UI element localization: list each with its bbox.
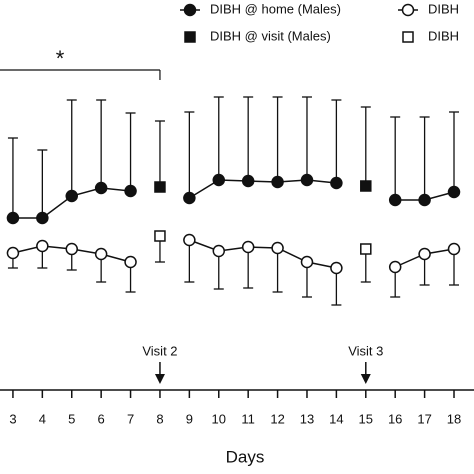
x-tick-label: 15 <box>359 411 373 426</box>
marker <box>212 173 226 187</box>
x-tick-label: 7 <box>127 411 134 426</box>
marker <box>212 244 226 258</box>
marker <box>183 191 196 205</box>
x-tick-label: 11 <box>241 411 255 426</box>
marker <box>330 261 343 275</box>
x-tick-label: 10 <box>212 411 226 426</box>
marker <box>271 241 284 255</box>
marker <box>65 242 78 256</box>
visit-label: Visit 2 <box>142 343 177 358</box>
marker <box>154 181 166 193</box>
marker <box>6 246 20 260</box>
marker <box>388 193 402 207</box>
marker <box>154 230 166 242</box>
arrow-head <box>154 374 165 384</box>
marker <box>447 185 461 199</box>
x-tick-label: 12 <box>270 411 284 426</box>
marker <box>447 242 461 256</box>
marker <box>124 255 137 269</box>
marker <box>36 211 49 225</box>
series-line <box>189 239 337 269</box>
marker <box>94 247 108 261</box>
marker <box>271 175 284 189</box>
legend-marker <box>183 3 197 17</box>
x-tick-label: 13 <box>300 411 314 426</box>
marker <box>6 211 20 225</box>
x-tick-label: 6 <box>98 411 105 426</box>
legend-label: DIBH @ home (Males) <box>210 1 341 16</box>
legend-marker <box>401 3 415 17</box>
marker <box>360 180 372 192</box>
marker <box>124 184 137 198</box>
marker <box>300 255 314 269</box>
legend-label: DIBH <box>428 1 459 16</box>
marker <box>300 173 314 187</box>
series-line <box>188 179 337 199</box>
marker <box>418 193 431 207</box>
legend-marker <box>184 31 196 43</box>
x-tick-label: 4 <box>39 411 46 426</box>
marker <box>183 233 196 247</box>
visit-label: Visit 3 <box>348 343 383 358</box>
marker <box>330 176 343 190</box>
marker <box>65 189 78 203</box>
marker <box>36 239 49 253</box>
marker <box>418 247 431 261</box>
x-tick-label: 5 <box>68 411 75 426</box>
marker <box>388 260 402 274</box>
x-axis-label: Days <box>226 447 265 466</box>
significance: * <box>56 46 65 71</box>
marker <box>360 243 372 255</box>
x-tick-label: 17 <box>417 411 431 426</box>
x-tick-label: 3 <box>9 411 16 426</box>
arrow-head <box>360 374 371 384</box>
marker <box>94 181 108 195</box>
x-tick-label: 14 <box>329 411 343 426</box>
legend-label: DIBH <box>428 28 459 43</box>
x-tick-label: 16 <box>388 411 402 426</box>
legend-label: DIBH @ visit (Males) <box>210 28 331 43</box>
marker <box>241 240 255 254</box>
x-tick-label: 18 <box>447 411 461 426</box>
x-tick-label: 9 <box>186 411 193 426</box>
x-tick-label: 8 <box>156 411 163 426</box>
marker <box>241 174 255 188</box>
legend-marker <box>402 31 414 43</box>
